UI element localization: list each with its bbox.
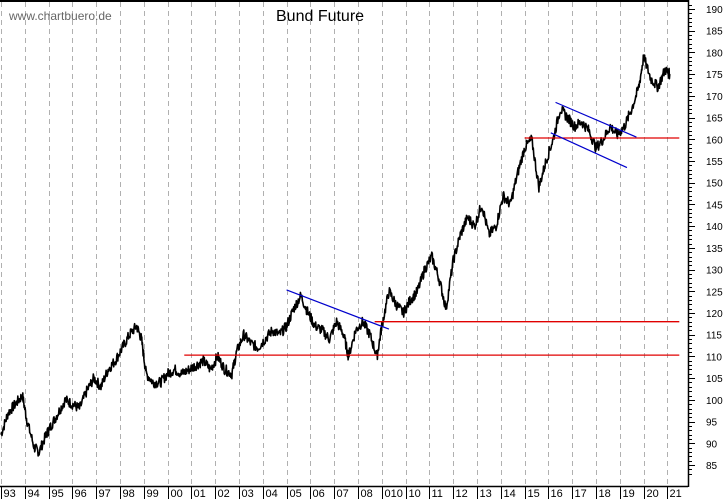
x-tick-label: 14 [504,488,516,499]
x-tick-label: 18 [599,488,611,499]
y-tick-label: 180 [706,48,723,59]
y-tick-label: 175 [706,70,723,81]
y-tick-label: 135 [706,244,723,255]
y-tick-label: 125 [706,287,723,298]
x-tick-label: 98 [123,488,135,499]
y-tick-label: 150 [706,179,723,190]
y-tick-label: 105 [706,374,723,385]
x-tick-label: 12 [456,488,468,499]
x-tick-label: 05 [290,488,302,499]
trend-line [286,289,390,330]
watermark: www.chartbuero.de [9,9,112,23]
y-tick-label: 85 [706,461,718,472]
trend-line [550,132,628,169]
y-tick-label: 95 [706,418,718,429]
x-tick-label: 21 [670,488,682,499]
x-tick-label: 03 [242,488,254,499]
y-tick-label: 90 [706,439,718,450]
y-tick-label: 120 [706,309,723,320]
y-tick-label: 140 [706,222,723,233]
y-tick-label: 190 [706,5,723,16]
x-tick-label: 11 [432,488,443,499]
x-tick-label: 97 [99,488,111,499]
x-tick-label: 02 [218,488,230,499]
x-tick-label: 13 [480,488,492,499]
y-tick-label: 165 [706,114,723,125]
x-tick-label: 04 [266,488,278,499]
price-line [0,54,671,457]
x-tick-label: 16 [551,488,563,499]
y-tick-label: 100 [706,396,723,407]
x-tick-label: 08 [361,488,373,499]
x-tick-label: 00 [171,488,183,499]
x-tick-label: 010 [385,488,403,499]
chart-title: Bund Future [276,8,365,25]
x-tick-label: 96 [75,488,87,499]
x-tick-label: 06 [313,488,325,499]
x-tick-label: 99 [147,488,159,499]
x-tick-label: 95 [52,488,64,499]
y-tick-label: 155 [706,157,723,168]
x-tick-label: 93 [4,488,16,499]
trend-line [555,101,637,138]
y-tick-label: 110 [706,352,722,363]
x-tick-label: 01 [194,488,206,499]
x-tick-label: 10 [409,488,421,499]
x-tick-label: 15 [528,488,540,499]
y-tick-label: 145 [706,200,723,211]
y-tick-label: 115 [706,331,722,342]
y-tick-label: 170 [706,92,723,103]
y-tick-label: 160 [706,135,723,146]
x-tick-label: 07 [337,488,349,499]
x-tick-label: 17 [575,488,587,499]
x-tick-label: 19 [623,488,635,499]
y-tick-label: 185 [706,27,723,38]
x-tick-label: 20 [647,488,659,499]
x-tick-label: 94 [28,488,40,499]
y-tick-label: 130 [706,266,723,277]
